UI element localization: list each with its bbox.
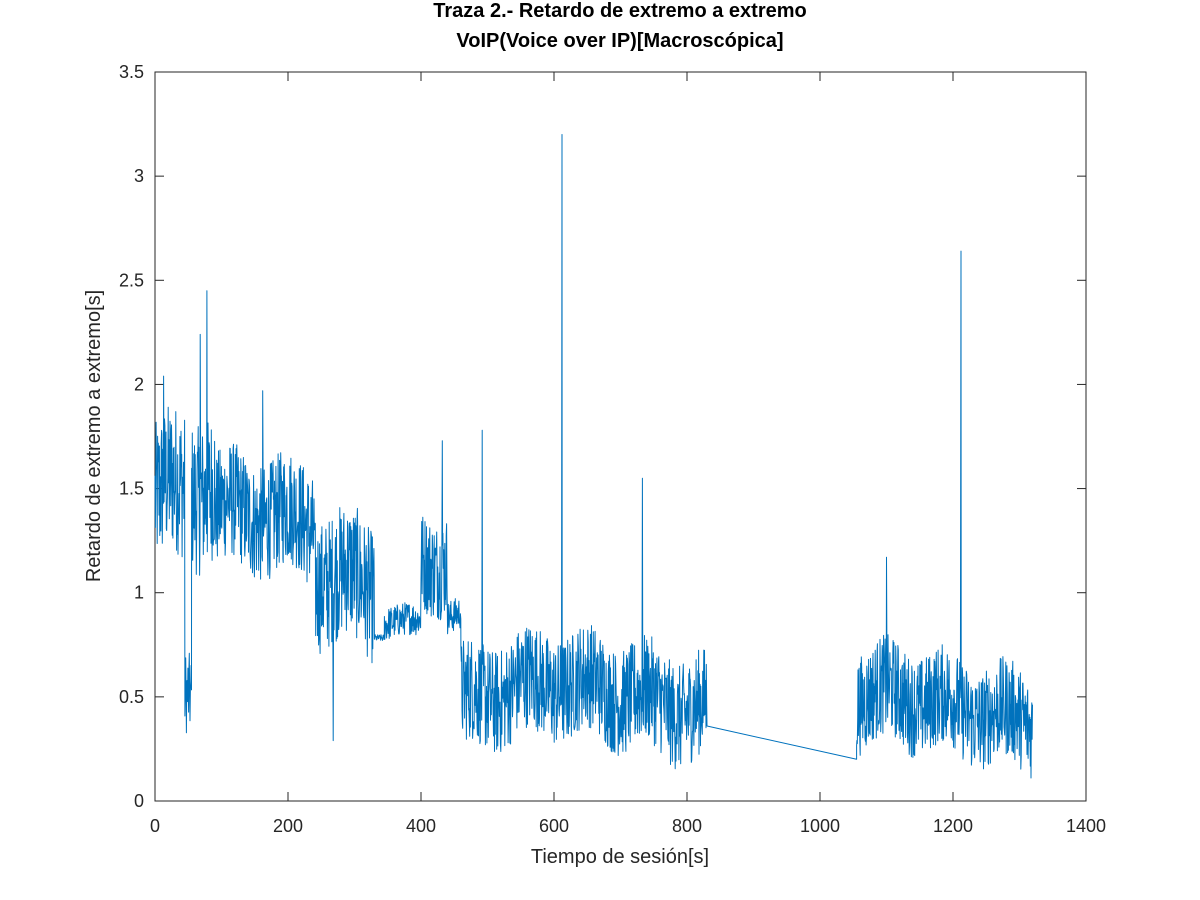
chart-title: Traza 2.- Retardo de extremo a extremo <box>433 0 806 22</box>
chart-subtitle: VoIP(Voice over IP)[Macroscópica] <box>456 30 783 52</box>
y-tick-label: 1 <box>134 583 144 603</box>
x-tick-label: 200 <box>273 816 303 836</box>
y-tick-label: 1.5 <box>119 479 144 499</box>
y-tick-label: 2 <box>134 374 144 394</box>
x-axis-label: Tiempo de sesión[s] <box>531 846 709 868</box>
x-tick-label: 800 <box>672 816 702 836</box>
y-tick-label: 2.5 <box>119 270 144 290</box>
axes-frame <box>154 71 1087 802</box>
x-tick-label: 0 <box>150 816 160 836</box>
y-tick-label: 3 <box>134 166 144 186</box>
y-axis-label: Retardo de extremo a extremo[s] <box>83 290 105 582</box>
y-tick-label: 0.5 <box>119 687 144 707</box>
x-tick-label: 1000 <box>800 816 840 836</box>
ticks-layer: 0 200 400 600 800 1000 1200 1400 0 0.5 1 1.5 2 2.5 3 3.… <box>119 62 1106 836</box>
x-tick-label: 1400 <box>1066 816 1106 836</box>
y-tick-label: 0 <box>134 791 144 811</box>
x-tick-label: 400 <box>406 816 436 836</box>
x-tick-label: 1200 <box>933 816 973 836</box>
y-tick-label: 3.5 <box>119 62 144 82</box>
x-tick-label: 600 <box>539 816 569 836</box>
plot-area: 0 200 400 600 800 1000 1200 1400 0 0.5 1 1.5 2 2.5 3 3.… <box>119 62 1106 836</box>
series-line <box>154 134 1033 779</box>
